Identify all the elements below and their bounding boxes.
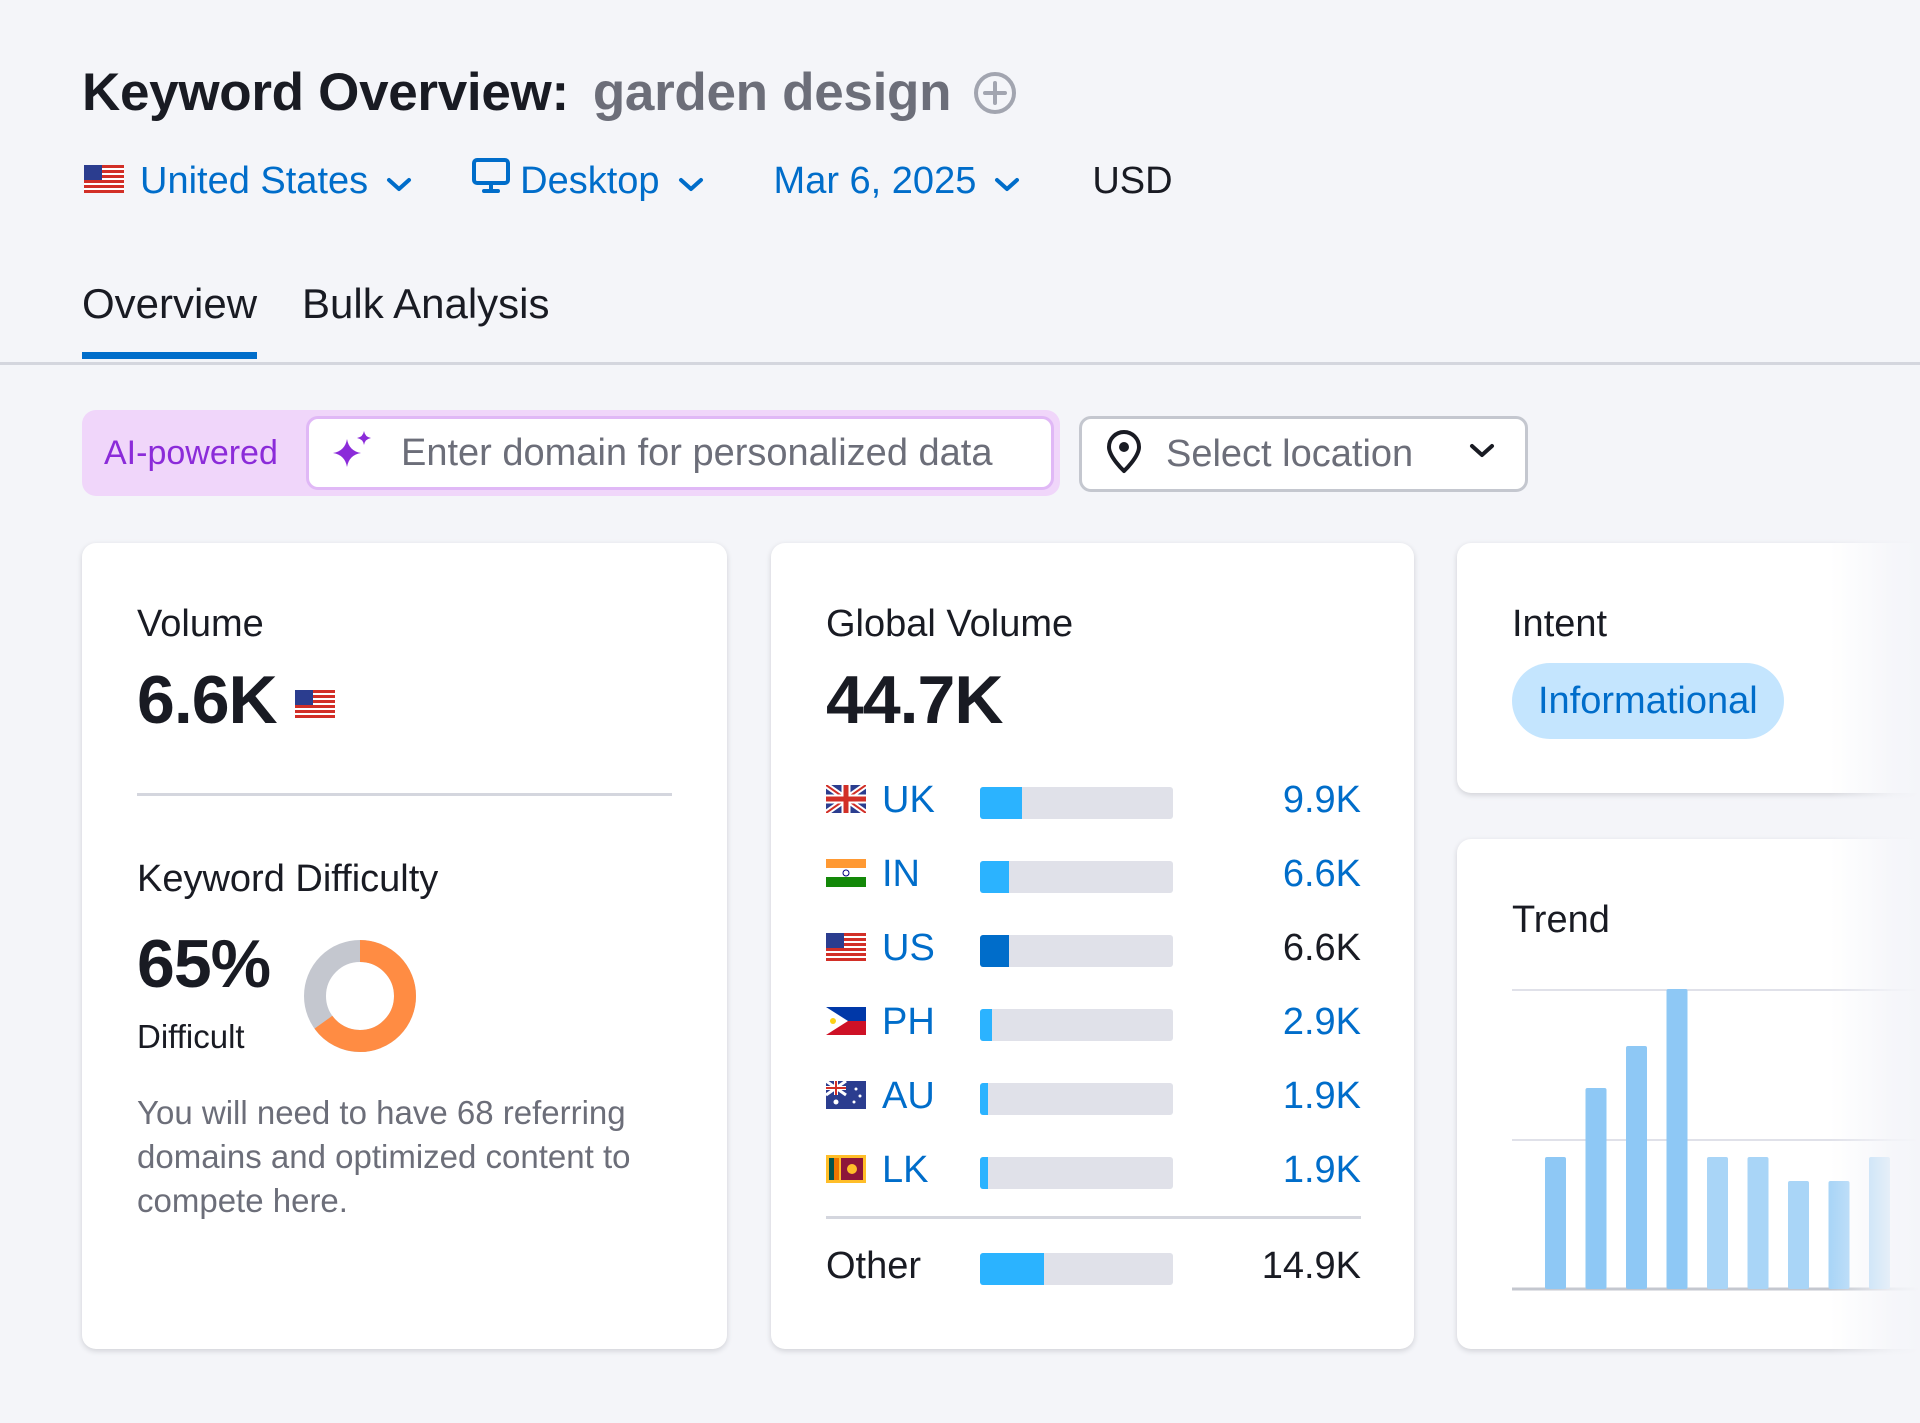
sparkle-icon [331,429,375,478]
location-pin-icon [1104,429,1144,479]
chevron-down-icon [994,160,1020,203]
country-row-uk[interactable]: UK 9.9K [824,775,1361,825]
ai-domain-box: AI-powered Enter domain for personalized… [82,410,1060,496]
country-volume: 6.6K [1282,927,1361,969]
device-selector[interactable]: Desktop [472,157,703,205]
volume-share-bar [980,861,1173,893]
tabs-divider [0,362,1920,365]
country-volume[interactable]: 2.9K [1282,1001,1361,1043]
chevron-down-icon [386,160,412,203]
other-volume: 14.9K [1261,1245,1361,1287]
date-selector[interactable]: Mar 6, 2025 [774,160,1021,203]
global-volume-value: 44.7K [826,662,1003,738]
volume-value: 6.6K [137,662,278,738]
kd-label: Keyword Difficulty [137,858,439,900]
trend-bar [1666,989,1688,1289]
device-label: Desktop [520,159,660,202]
australia-flag-icon [825,1079,866,1114]
trend-chart [1512,989,1920,1291]
currency-label: USD [1092,159,1173,202]
card-divider [137,793,672,796]
tab-bar: Overview Bulk Analysis [82,280,595,359]
global-volume-card: Global Volume 44.7K UK 9.9K IN 6.6K US 6… [771,543,1414,1349]
country-code[interactable]: UK [882,779,935,821]
volume-share-bar [980,1083,1173,1115]
card-divider [826,1216,1361,1219]
add-circle-icon[interactable] [973,71,1017,115]
intent-badge[interactable]: Informational [1512,663,1784,739]
volume-share-bar [980,1009,1173,1041]
location-select[interactable]: Select location [1079,416,1528,492]
intent-card: Intent Informational [1457,543,1920,793]
desktop-icon [472,157,511,205]
trend-bar [1788,1181,1809,1289]
volume-value-row: 6.6K [137,661,335,739]
title-label: Keyword Overview: [82,63,569,122]
country-row-other: Other 14.9K [826,1241,1361,1291]
tab-overview[interactable]: Overview [82,280,258,359]
keyword-text: garden design [592,63,952,122]
chevron-down-icon [678,160,704,203]
date-label: Mar 6, 2025 [773,159,977,202]
country-code[interactable]: IN [882,853,920,895]
sri-lanka-flag-icon [826,1155,866,1188]
country-row-lk[interactable]: LK 1.9K [826,1145,1361,1195]
domain-input-placeholder: Enter domain for personalized data [401,431,993,474]
trend-bar [1869,1157,1890,1289]
trend-bar [1747,1157,1769,1289]
country-volume[interactable]: 1.9K [1282,1149,1361,1191]
trend-bar [1545,1157,1566,1289]
country-label: United States [140,159,369,202]
ai-powered-badge: AI-powered [104,434,278,472]
us-flag-icon [294,689,335,723]
us-flag-icon [826,933,866,966]
volume-share-bar [980,1253,1173,1285]
kd-description: You will need to have 68 referring domai… [137,1094,631,1219]
domain-input[interactable]: Enter domain for personalized data [306,416,1054,490]
tab-bulk-analysis[interactable]: Bulk Analysis [302,280,550,327]
volume-share-bar [980,787,1173,819]
kd-value: 65% [137,926,271,1002]
kd-donut-chart [302,938,418,1059]
india-flag-icon [826,859,866,892]
country-row-us: US 6.6K [826,923,1361,973]
country-code[interactable]: PH [882,1001,935,1043]
volume-share-bar [980,1157,1173,1189]
country-code[interactable]: AU [882,1075,935,1117]
country-selector[interactable]: United States [84,160,412,203]
country-volume[interactable]: 6.6K [1282,853,1361,895]
country-volume[interactable]: 1.9K [1282,1075,1361,1117]
chevron-down-icon [1469,443,1495,464]
trend-label: Trend [1512,899,1610,941]
trend-bar [1626,1046,1647,1289]
global-volume-label: Global Volume [826,603,1074,645]
page-title: Keyword Overview: garden design [82,62,1017,123]
country-row-au[interactable]: AU 1.9K [825,1071,1361,1121]
trend-bar [1585,1088,1607,1289]
country-row-in[interactable]: IN 6.6K [826,849,1361,899]
volume-label: Volume [137,603,264,645]
country-code[interactable]: LK [882,1149,929,1191]
philippines-flag-icon [826,1007,866,1040]
volume-share-bar [980,935,1173,967]
intent-label: Intent [1512,603,1608,645]
trend-bar [1707,1157,1728,1289]
other-label: Other [826,1245,922,1287]
country-code: US [882,927,935,969]
kd-level: Difficult [137,1018,245,1055]
us-flag-icon [84,160,124,203]
country-row-ph[interactable]: PH 2.9K [826,997,1361,1047]
trend-card: Trend [1457,839,1920,1349]
trend-bar [1828,1181,1850,1289]
location-placeholder: Select location [1166,432,1414,475]
uk-flag-icon [824,782,868,818]
country-volume[interactable]: 9.9K [1282,779,1361,821]
volume-card: Volume 6.6K Keyword Difficulty 65% Diffi… [82,543,727,1349]
filter-bar: United States Desktop Mar 6, 2025 USD [84,156,1173,206]
